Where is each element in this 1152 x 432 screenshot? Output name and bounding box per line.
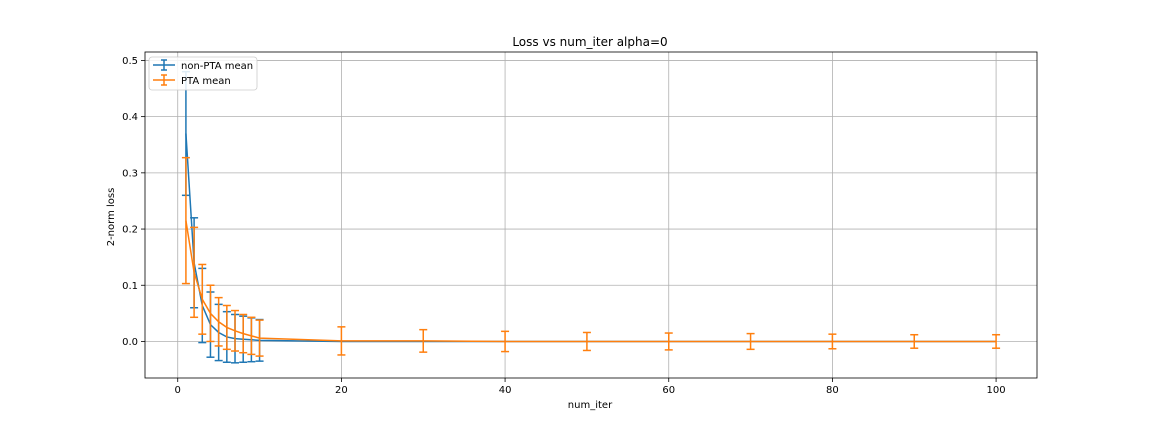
y-tick-label: 0.0 bbox=[122, 337, 138, 348]
legend-box bbox=[148, 56, 258, 91]
y-tick-label: 0.4 bbox=[122, 112, 138, 123]
legend-entry-pta: PTA mean bbox=[153, 74, 231, 87]
y-axis-label: 2-norm loss bbox=[106, 188, 117, 247]
plot-frame bbox=[144, 51, 1038, 379]
legend-label-non-pta: non-PTA mean bbox=[181, 61, 253, 72]
legend-entry-non-pta: non-PTA mean bbox=[153, 59, 253, 72]
x-tick-label: 20 bbox=[335, 385, 348, 396]
chart-title: Loss vs num_iter alpha=0 bbox=[512, 35, 667, 49]
x-tick-label: 40 bbox=[499, 385, 512, 396]
axis-ticks: 0 20 40 60 80 100 0.0 0.1 0.2 0.3 0.4 0.5 bbox=[122, 56, 1006, 396]
x-tick-label: 0 bbox=[175, 385, 181, 396]
series-line-pta bbox=[185, 220, 997, 343]
legend-label-pta: PTA mean bbox=[181, 76, 231, 87]
y-tick-label: 0.1 bbox=[122, 281, 138, 292]
x-axis-label: num_iter bbox=[568, 400, 613, 411]
y-tick-label: 0.2 bbox=[122, 225, 138, 236]
y-tick-label: 0.5 bbox=[122, 56, 138, 67]
x-tick-label: 100 bbox=[987, 385, 1006, 396]
series-layer bbox=[181, 70, 1001, 364]
legend: non-PTA mean PTA mean bbox=[148, 56, 258, 91]
x-tick-label: 60 bbox=[662, 385, 675, 396]
x-tick-label: 80 bbox=[826, 385, 839, 396]
y-tick-label: 0.3 bbox=[122, 168, 138, 179]
series-pta bbox=[181, 156, 1001, 357]
